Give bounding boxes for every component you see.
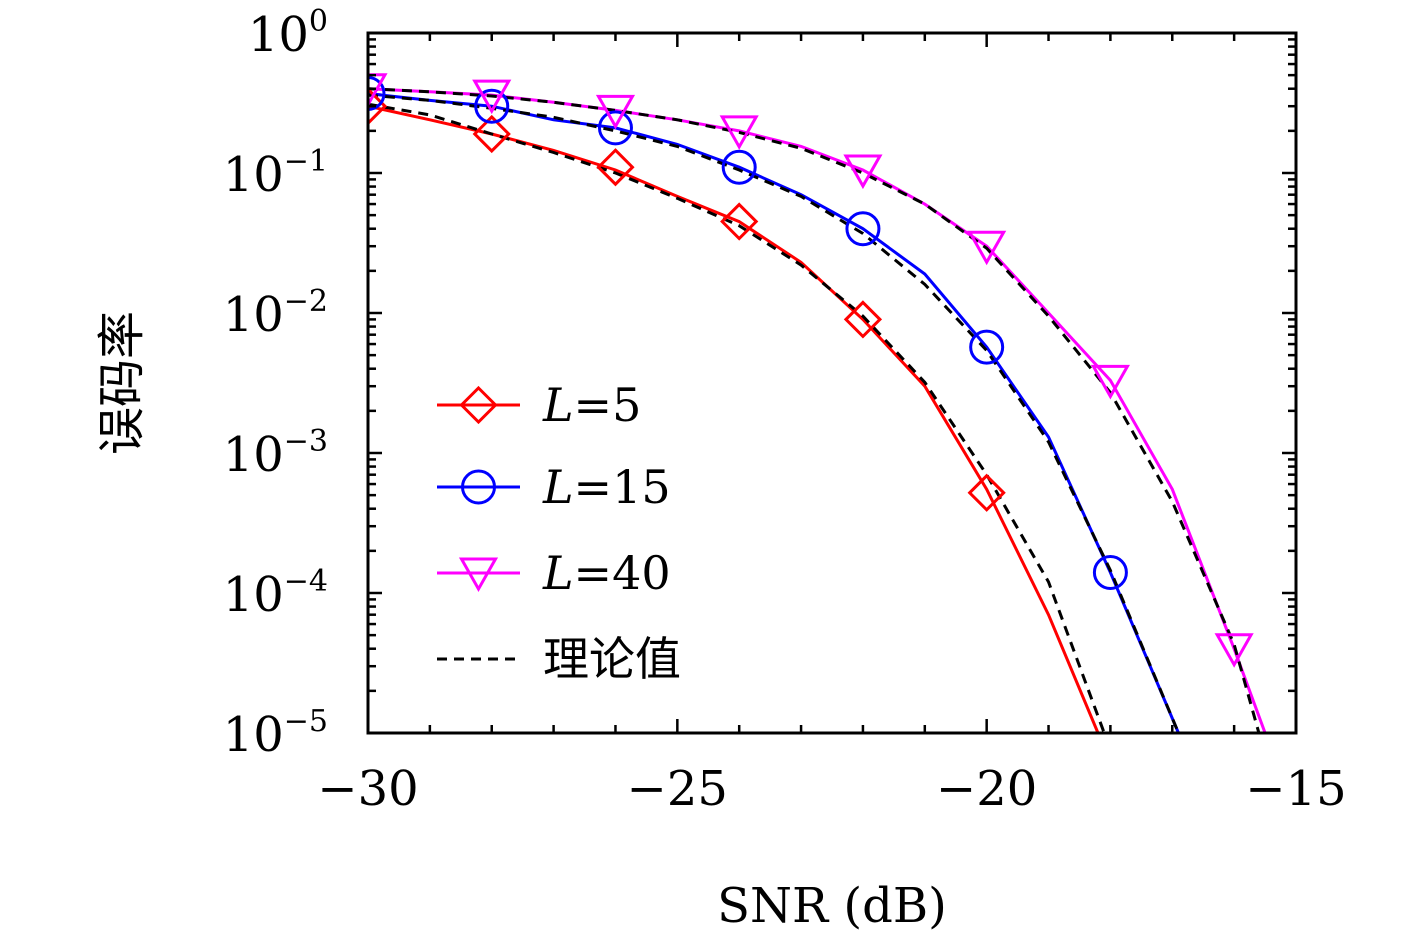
series-3-marker [719,115,759,150]
theory-curve-3 [368,87,1261,733]
legend-item-2: L=15 [437,460,671,514]
series-1-marker [843,300,883,339]
legend-rest: =15 [574,460,671,514]
x-tick-label: −15 [1245,761,1346,817]
legend-label: L=15 [542,460,671,514]
y-tick-exponent: −3 [284,424,328,459]
y-tick-base: 10 [223,707,284,763]
legend-rest: =5 [574,378,642,432]
series-1-marker [967,473,1006,512]
legend-marker [458,557,499,593]
legend-item-3: L=40 [437,546,671,600]
series-3-marker [1214,633,1254,668]
y-tick-base: 10 [223,427,284,483]
series-1-marker [720,202,759,241]
legend-marker [459,385,498,425]
x-tick-label: −30 [317,761,418,817]
legend-label: 理论值 [543,632,681,686]
y-tick-base: 10 [248,7,309,63]
series-2-marker [969,329,1005,365]
series-2-marker [1092,555,1128,591]
legend-var: L [542,546,574,600]
y-tick-label: 10−3 [223,424,328,483]
series-3-marker [368,73,388,108]
series-2-marker [845,211,881,247]
series-3-marker [1090,364,1130,400]
y-tick-base: 10 [223,567,284,623]
series-2-marker [597,110,633,146]
legend-label: L=40 [542,546,671,600]
series-2-marker [474,88,510,124]
series-line-3 [368,87,1267,733]
y-axis-title: 误码率 [94,311,150,455]
x-axis-title: SNR (dB) [717,878,947,934]
y-tick-label: 10−4 [223,564,328,623]
series-3-marker [472,79,512,115]
y-tick-exponent: 0 [309,4,328,39]
y-tick-label: 10−1 [223,144,328,203]
y-tick-exponent: −4 [284,564,328,599]
theory-curve-1 [368,102,1106,733]
series-1-marker [368,87,388,126]
theory-curve-2 [368,93,1180,733]
y-tick-label: 10−2 [223,284,328,343]
series-3-marker [843,154,883,190]
x-tick-label: −20 [936,761,1037,817]
legend-item-1: L=5 [437,378,641,432]
series-2-marker [721,149,757,185]
x-tick-label: −25 [627,761,728,817]
series-1-marker [596,148,635,187]
legend-var: L [542,378,574,432]
legend-rest: =40 [574,546,671,600]
y-tick-label: 100 [248,4,328,63]
series-line-2 [368,92,1180,733]
y-tick-exponent: −1 [284,144,328,179]
plot-frame [366,31,1298,735]
y-tick-exponent: −5 [284,704,328,739]
series-3-marker [967,230,1007,266]
legend-marker [461,469,496,505]
y-tick-label: 10−5 [223,704,328,763]
legend-var: L [542,460,574,514]
series-1-marker [472,114,511,154]
legend-item-4: 理论值 [437,632,681,686]
series-2-marker [368,75,386,111]
y-tick-base: 10 [223,147,284,203]
plot-area [368,73,1267,733]
legend-label: L=5 [542,378,641,432]
series-3-marker [595,94,636,130]
y-tick-exponent: −2 [284,284,328,319]
y-tick-base: 10 [223,287,284,343]
